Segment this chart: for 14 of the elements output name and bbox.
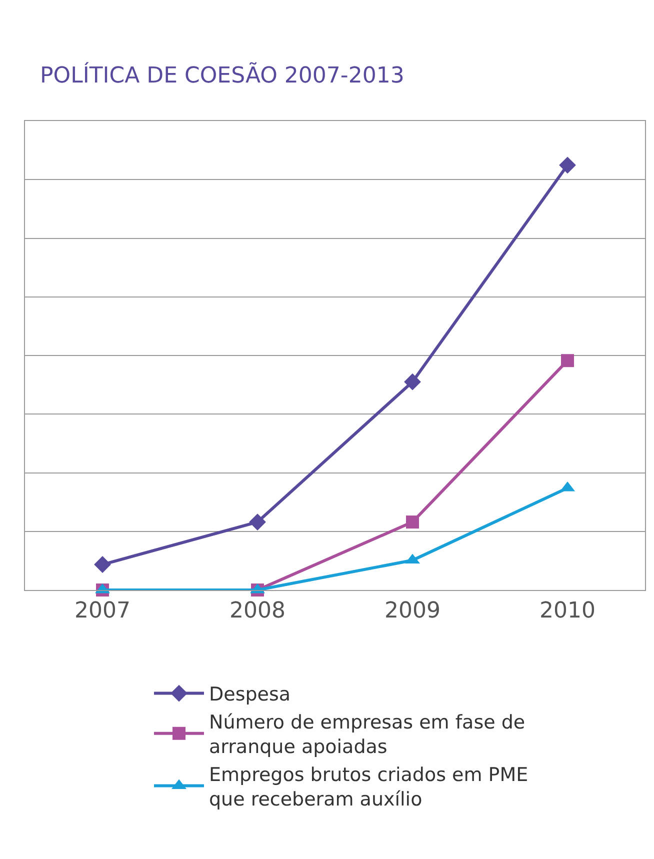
point [94,556,111,573]
point [406,516,419,529]
point [559,156,576,174]
x-tick-label: 2008 [230,598,286,624]
legend-label: Despesa [209,684,291,706]
x-tick-label: 2009 [384,598,440,624]
x-tick-label: 2007 [74,598,130,624]
point [561,354,574,368]
point [249,514,266,530]
x-tick-label: 2010 [540,598,596,624]
chart-title: POLÍTICA DE COESÃO 2007-2013 [40,62,404,89]
legend-label: Empregos brutos criados em PME que receberam auxílio [209,764,528,810]
legend-label: Número de empresas em fase de arranque apoiadas [209,711,526,758]
point [404,373,421,390]
